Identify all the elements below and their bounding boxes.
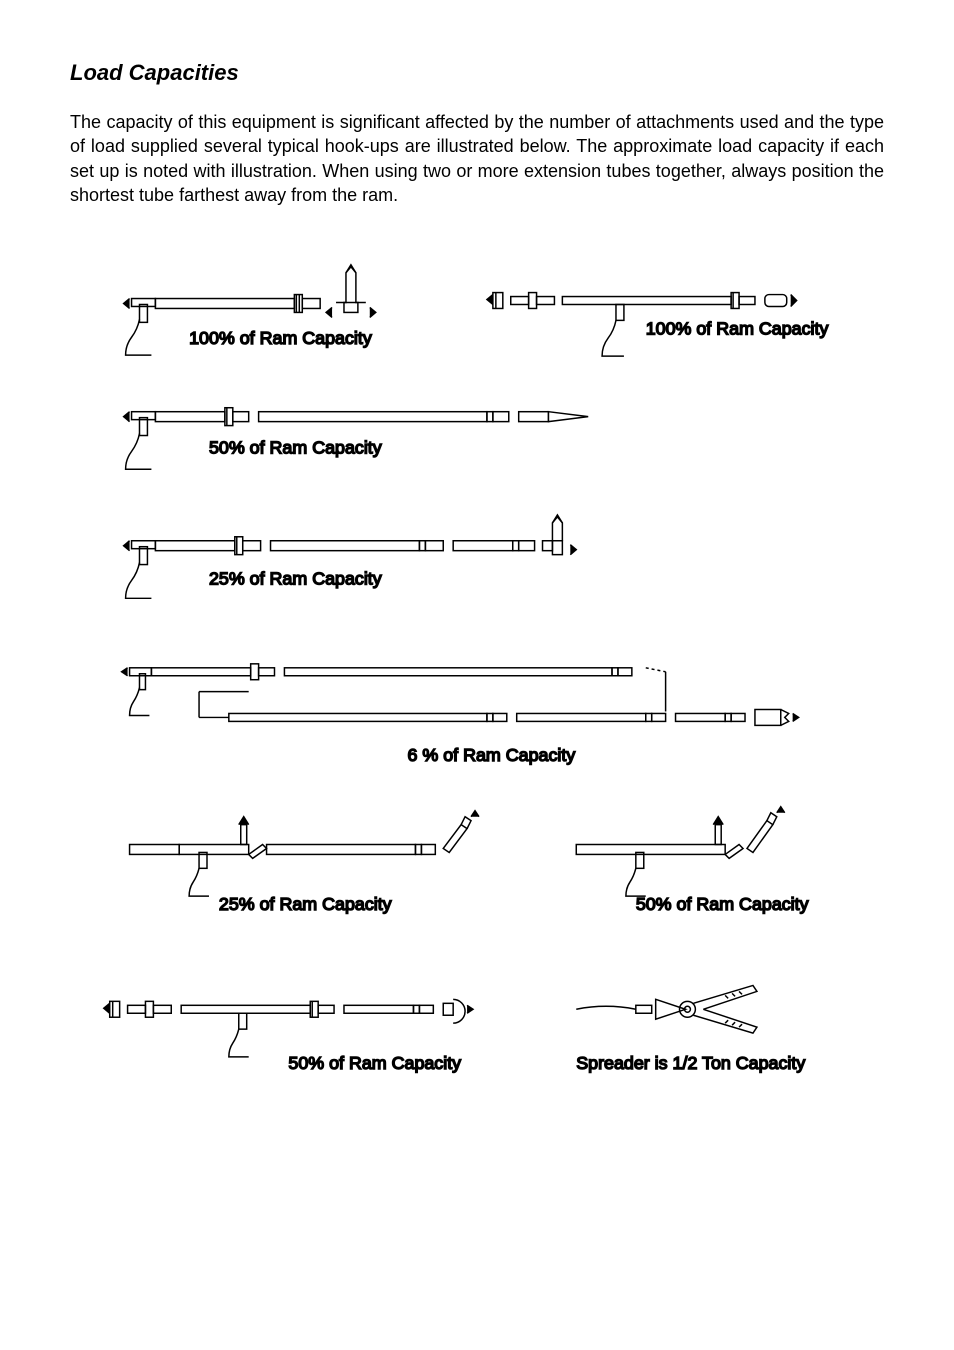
load-capacity-diagram: 100% of Ram Capacity 100% of Ram Capacit… (70, 235, 884, 1168)
section-title: Load Capacities (70, 60, 884, 86)
caption-9: Spreader is 1/2 Ton Capacity (576, 1053, 805, 1073)
caption-2: 100% of Ram Capacity (646, 318, 829, 338)
intro-paragraph: The capacity of this equipment is signif… (70, 110, 884, 207)
caption-7: 50% of Ram Capacity (636, 894, 809, 914)
caption-8: 50% of Ram Capacity (288, 1053, 461, 1073)
caption-4: 25% of Ram Capacity (209, 569, 382, 589)
diagram-50-angled (576, 807, 784, 896)
diagram-25-angled (130, 811, 479, 896)
caption-5: 6 % of Ram Capacity (408, 745, 576, 765)
diagram-spreader (576, 986, 757, 1034)
diagram-50-b (104, 1000, 473, 1058)
caption-1: 100% of Ram Capacity (189, 328, 372, 348)
caption-6: 25% of Ram Capacity (219, 894, 392, 914)
caption-3: 50% of Ram Capacity (209, 438, 382, 458)
diagram-6 (122, 664, 799, 726)
